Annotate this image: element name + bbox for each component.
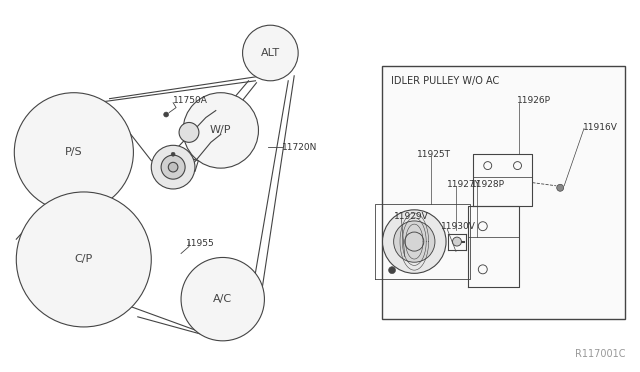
Ellipse shape xyxy=(151,145,195,189)
Text: ALT: ALT xyxy=(261,48,280,58)
Text: A/C: A/C xyxy=(213,294,232,304)
Text: 11955: 11955 xyxy=(186,239,215,248)
Ellipse shape xyxy=(183,93,259,168)
Text: 11926P: 11926P xyxy=(516,96,550,105)
Text: R117001C: R117001C xyxy=(575,349,626,359)
Bar xyxy=(381,66,625,319)
Ellipse shape xyxy=(243,25,298,81)
Text: 11925T: 11925T xyxy=(417,150,451,159)
Ellipse shape xyxy=(14,93,133,212)
Ellipse shape xyxy=(168,162,178,172)
Text: 11930V: 11930V xyxy=(441,222,476,231)
Text: 11750A: 11750A xyxy=(153,158,188,167)
Ellipse shape xyxy=(452,237,461,246)
Ellipse shape xyxy=(383,210,446,273)
Text: 11916V: 11916V xyxy=(583,123,618,132)
Ellipse shape xyxy=(16,192,151,327)
Text: IDLER PULLEY W/O AC: IDLER PULLEY W/O AC xyxy=(392,76,500,86)
Ellipse shape xyxy=(161,155,185,179)
Text: 11927Y: 11927Y xyxy=(447,180,481,189)
Ellipse shape xyxy=(557,184,564,191)
Ellipse shape xyxy=(388,267,396,274)
Text: W/P: W/P xyxy=(210,125,232,135)
Ellipse shape xyxy=(164,112,168,117)
Ellipse shape xyxy=(404,232,424,251)
Ellipse shape xyxy=(394,221,435,262)
Text: 11928P: 11928P xyxy=(471,180,505,189)
Text: 11720N: 11720N xyxy=(282,143,317,152)
Text: P/S: P/S xyxy=(65,147,83,157)
Ellipse shape xyxy=(179,122,199,142)
Ellipse shape xyxy=(181,257,264,341)
Ellipse shape xyxy=(171,152,175,156)
Text: 11750A: 11750A xyxy=(173,96,208,105)
Text: C/P: C/P xyxy=(75,254,93,264)
Text: 11929V: 11929V xyxy=(394,212,429,221)
